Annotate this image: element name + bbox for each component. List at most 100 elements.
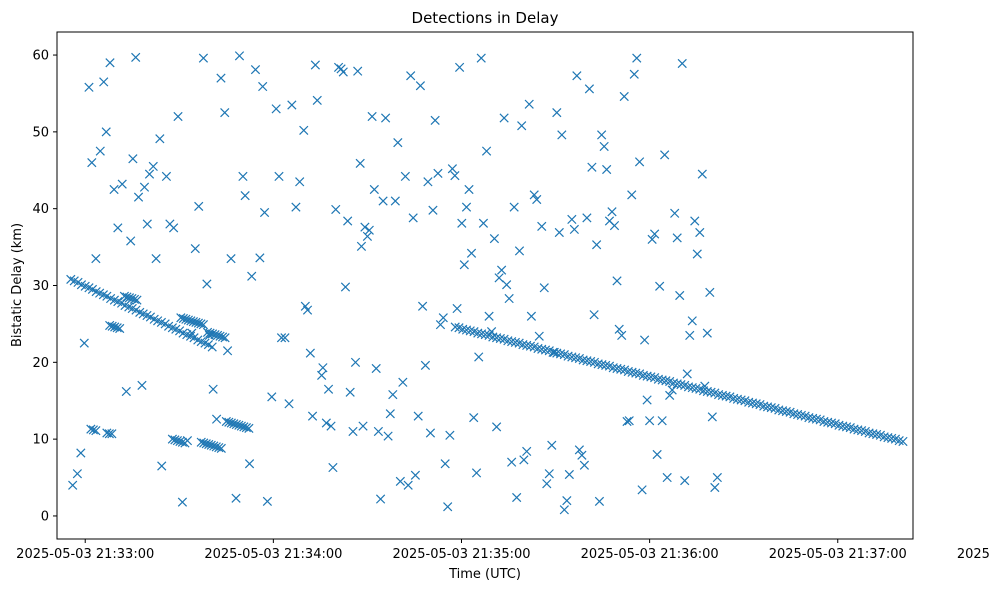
detection-point — [105, 58, 115, 68]
detection-point — [647, 234, 657, 245]
detection-point — [702, 328, 712, 338]
detection-point — [655, 281, 665, 291]
detection-point — [119, 291, 130, 301]
detection-point — [348, 426, 358, 437]
detection-point — [616, 364, 626, 374]
detection-point — [423, 177, 433, 187]
detection-point — [231, 493, 241, 503]
detection-point — [849, 424, 859, 434]
detection-point — [587, 162, 597, 172]
detection-point — [76, 448, 86, 458]
detection-point — [390, 196, 400, 206]
detection-point — [239, 422, 249, 432]
detection-point — [169, 223, 179, 233]
detection-point — [629, 69, 639, 79]
detection-point — [569, 224, 579, 235]
detection-point — [567, 214, 577, 225]
detection-point — [148, 161, 158, 172]
detection-point — [898, 436, 908, 447]
detection-point — [789, 409, 799, 419]
detection-point — [644, 416, 655, 426]
detection-point — [685, 330, 695, 341]
detection-point — [687, 316, 697, 326]
detection-point — [271, 104, 281, 114]
detection-point — [514, 246, 525, 256]
detection-point — [91, 253, 101, 264]
detection-point — [522, 446, 532, 457]
detection-point — [144, 169, 155, 179]
detection-point — [454, 62, 465, 72]
detection-point — [450, 322, 460, 332]
detection-point — [247, 271, 257, 281]
detection-point — [517, 121, 527, 131]
detection-point — [717, 390, 727, 400]
detection-point — [360, 222, 370, 232]
detection-point — [747, 398, 758, 408]
detection-point — [781, 406, 791, 417]
detection-point — [721, 391, 731, 401]
y-tick-label: 60 — [32, 49, 49, 64]
detection-point — [687, 383, 697, 393]
x-tick-label: 2025-05-03 21:33:00 — [16, 547, 154, 562]
detection-point — [447, 164, 458, 174]
detection-point — [217, 332, 228, 342]
detection-point — [415, 81, 426, 91]
detection-point — [173, 111, 183, 122]
detection-point — [607, 207, 617, 217]
detection-point — [362, 231, 373, 241]
detection-point — [713, 389, 724, 400]
y-tick-label: 0 — [41, 509, 49, 524]
detection-point — [229, 419, 239, 429]
detection-point — [637, 485, 647, 495]
detection-point — [167, 434, 178, 444]
detection-point — [589, 310, 599, 320]
detection-point — [582, 213, 592, 223]
detection-point — [371, 363, 381, 374]
detection-point — [126, 236, 136, 246]
detection-point — [883, 432, 893, 443]
detection-point — [107, 429, 117, 439]
detection-point — [207, 342, 217, 352]
detection-point — [204, 439, 214, 450]
detection-point — [133, 192, 144, 202]
detection-point — [198, 53, 209, 63]
detection-point — [766, 403, 776, 413]
detection-point — [224, 417, 234, 427]
detection-point — [682, 369, 692, 379]
x-tick-label: 2025-05-03 21:37:00 — [769, 547, 907, 562]
detection-point — [112, 323, 122, 333]
detection-point — [624, 416, 634, 426]
detection-point — [398, 377, 408, 387]
detection-point — [155, 134, 165, 144]
detection-point — [612, 276, 622, 286]
detection-point — [486, 326, 497, 337]
detection-point — [350, 357, 361, 367]
detection-point — [563, 351, 573, 361]
detection-point — [494, 273, 504, 283]
detection-point — [393, 137, 403, 148]
detection-point — [187, 328, 197, 338]
y-tick-label: 10 — [32, 433, 49, 448]
detection-point — [509, 202, 519, 212]
detection-point — [495, 333, 505, 344]
detection-point — [199, 438, 209, 448]
detection-point — [428, 205, 438, 215]
detection-point — [638, 370, 648, 381]
detection-point — [657, 375, 667, 385]
detection-point — [567, 352, 577, 362]
detection-point — [139, 182, 150, 192]
detection-point — [524, 99, 534, 109]
detection-point — [572, 71, 582, 81]
detection-point — [578, 355, 588, 365]
detection-point — [642, 395, 652, 405]
detection-point — [496, 265, 507, 275]
detection-point — [539, 283, 549, 293]
detection-point — [104, 429, 114, 439]
detection-point — [838, 421, 848, 431]
detection-point — [121, 386, 131, 397]
detection-point — [87, 157, 97, 168]
detection-point — [216, 73, 226, 83]
detection-point — [562, 495, 572, 506]
detection-point — [586, 356, 596, 367]
detection-point — [91, 426, 101, 436]
